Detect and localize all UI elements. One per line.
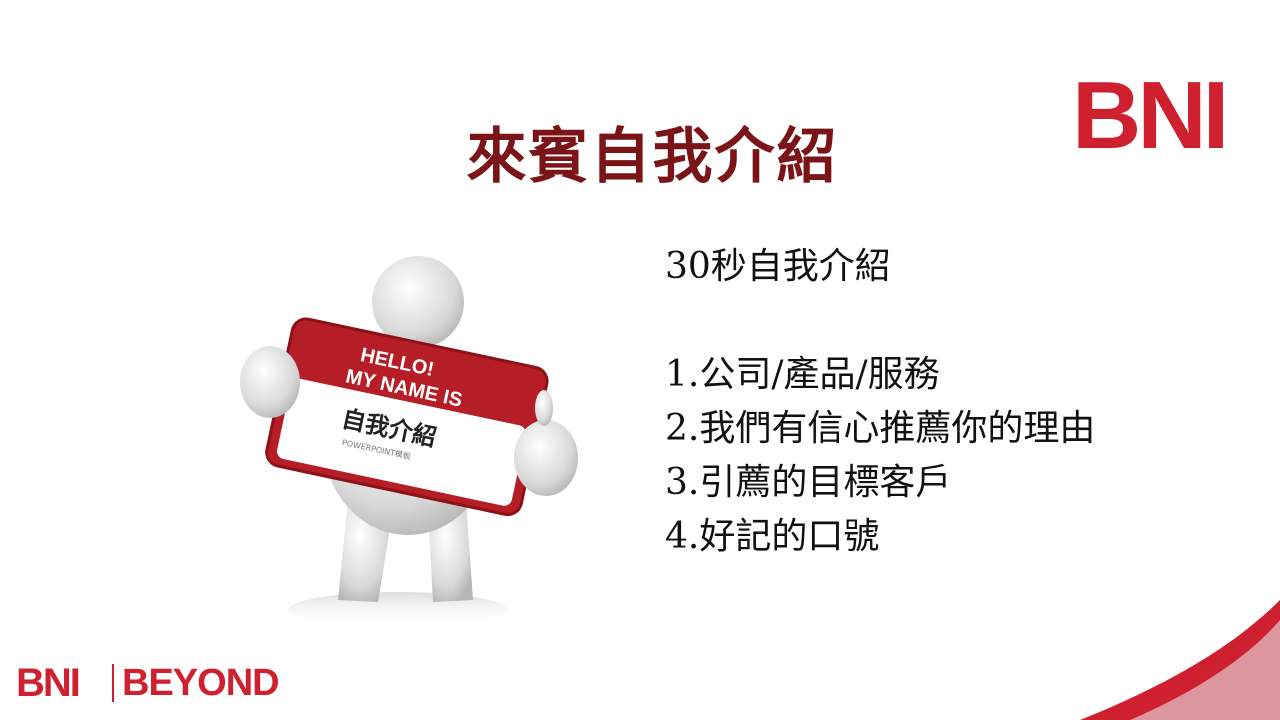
list-item: 1.公司/產品/服務 [665,354,940,395]
bni-logo-text: BNI [1072,62,1229,169]
bni-logo-top: BNI [1072,62,1272,169]
content-list: 30秒自我介紹 1.公司/產品/服務 2.我們有信心推薦你的理由 3.引薦的目標… [665,240,1265,564]
beyond-text: BEYOND [122,662,280,704]
head [372,256,464,348]
list-item: 3.引薦的目標客戶 [665,462,952,503]
bni-beyond-logo: BNI BEYOND [16,660,326,706]
slide-title: 來賓自我介紹 [466,122,839,192]
subtitle: 30秒自我介紹 [665,246,891,287]
right-thumb [535,390,553,426]
logo-divider [112,664,114,702]
figure-holding-name-sign: HELLO! MY NAME IS 自我介紹 POWERPOINT模板 [240,256,578,628]
list-item: 2.我們有信心推薦你的理由 [665,408,1096,449]
left-hand [240,346,300,418]
name-sign: HELLO! MY NAME IS 自我介紹 POWERPOINT模板 [265,317,549,517]
floor-shadow [288,592,508,628]
list-item: 4.好記的口號 [665,516,880,557]
corner-swoosh-gray [1130,620,1280,720]
bni-logo-small: BNI [16,661,81,705]
right-hand [514,420,578,496]
corner-swoosh [1080,600,1280,720]
